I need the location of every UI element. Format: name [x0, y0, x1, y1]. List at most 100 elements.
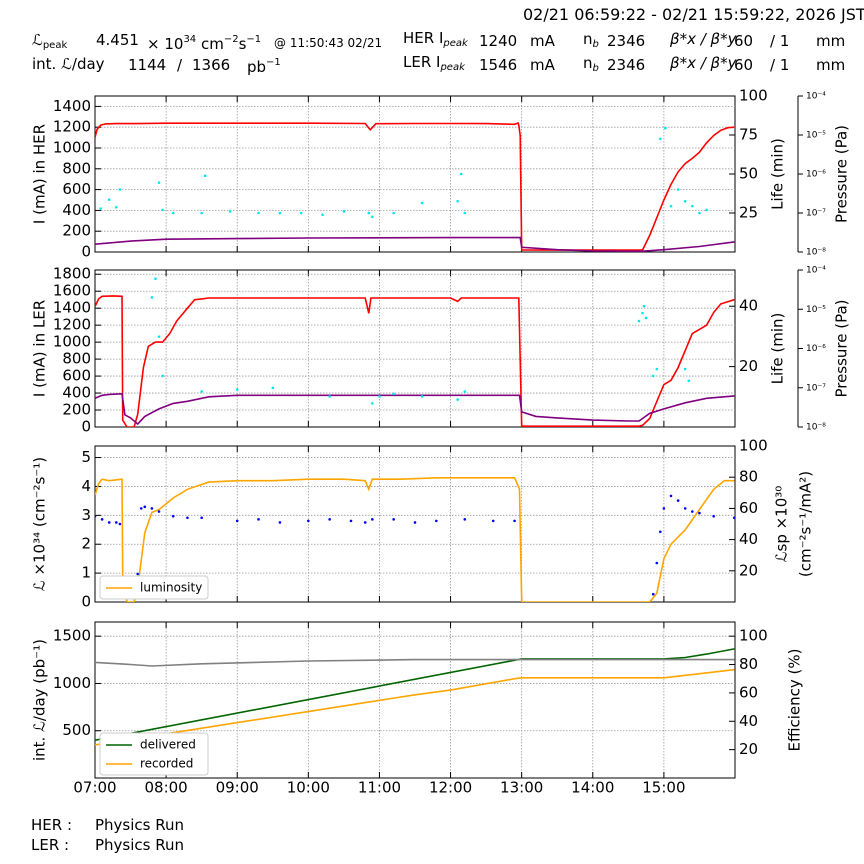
ler-ipeak-unit: mA [530, 56, 555, 74]
luminosity-specific-point [349, 519, 353, 523]
her-pressure-point [157, 181, 161, 184]
luminosity-specific-point [186, 516, 189, 520]
her-pressure-point [420, 201, 424, 205]
her-ytick-label: 1400 [53, 97, 91, 115]
her-pressure-point [203, 174, 207, 178]
integrated-xtick-label: 11:00 [358, 779, 401, 797]
her-ytick-label: 800 [62, 159, 91, 177]
integrated-ytick-right-label: 100 [739, 627, 768, 645]
her-life-label: Life (min) [769, 138, 787, 210]
luminosity-specific-point [95, 514, 97, 518]
luminosity-specific-point [413, 521, 417, 524]
her-beta-y: / 1 [770, 32, 790, 50]
her-pressure-point [698, 211, 701, 215]
her-pressure-point [683, 199, 687, 203]
integrated-legend-label: delivered [140, 738, 196, 752]
luminosity-specific-point [278, 521, 282, 524]
integrated-ytick-right-label: 60 [739, 683, 758, 701]
luminosity-specific-point [235, 519, 239, 523]
her-pressure-tick-label: 10⁻⁷ [806, 209, 826, 219]
integrated-ylabel: int. ℒ/day (pb⁻¹) [31, 639, 49, 761]
luminosity-specific-point [257, 518, 260, 521]
ler-ylabel: I (mA) in LER [31, 300, 49, 397]
luminosity-specific-point [143, 505, 147, 509]
luminosity-specific-point [136, 572, 139, 576]
ler-pressure-point [683, 367, 687, 371]
her-life-line [95, 236, 735, 252]
ler-pressure-point [641, 311, 644, 315]
ler-ytick-label: 800 [62, 350, 91, 368]
ler-beta-x: 60 [734, 56, 754, 74]
her-ipeak-value: 1240 [479, 32, 518, 50]
integrated-legend-label: recorded [140, 757, 193, 771]
ler-life-label: Life (min) [769, 313, 787, 385]
integrated-delivered-line [95, 648, 735, 741]
her-pressure-point [459, 172, 463, 176]
luminosity-specific-point [683, 507, 687, 510]
luminosity-specific-point [463, 518, 467, 521]
intl-unit: pb−1 [247, 57, 281, 76]
ler-pressure-point [157, 335, 161, 338]
ler-pressure-point [150, 296, 154, 299]
ler-pressure-point [371, 402, 374, 405]
integrated-xtick-label: 10:00 [287, 779, 330, 797]
her-ytick-right-label: 75 [739, 126, 758, 144]
luminosity-specific-point [100, 518, 104, 521]
ler-ytick-label: 600 [62, 367, 91, 385]
ler-ytick-label: 0 [81, 418, 91, 436]
luminosity-ytick-right-label: 100 [739, 437, 768, 455]
ler-ytick-right-label: 20 [739, 357, 758, 375]
her-pressure-tick-label: 10⁻⁸ [806, 248, 826, 258]
her-pressure-point [118, 188, 122, 191]
luminosity-specific-point [698, 511, 701, 515]
luminosity-specific-point [491, 519, 495, 523]
luminosity-ylabel-right-unit: (cm⁻²s⁻¹/mA²) [797, 471, 815, 577]
lpeak-value: 4.451 [96, 31, 139, 49]
ler-frame [94, 269, 736, 428]
luminosity-ytick-label: 0 [81, 593, 91, 611]
her-ylabel: I (mA) in HER [31, 124, 49, 224]
her-ytick-label: 0 [81, 243, 91, 261]
ler-nb-value: 2346 [607, 56, 646, 74]
her-pressure-tick-label: 10⁻⁶ [806, 170, 826, 180]
her-pressure-point [456, 199, 459, 203]
luminosity-ytick-right-label: 40 [739, 530, 758, 548]
her-pressure-point [228, 210, 232, 213]
ler-ytick-right-label: 40 [739, 297, 758, 315]
her-pressure-tick-label: 10⁻⁴ [806, 92, 826, 102]
integrated-xtick-label: 13:00 [500, 779, 543, 797]
luminosity-specific-point [171, 514, 175, 518]
luminosity-specific-point [513, 519, 516, 523]
her-pressure-point [664, 126, 667, 130]
ler-pressure-tick-label: 10⁻⁴ [806, 266, 826, 276]
luminosity-specific-point [307, 519, 310, 523]
her-pressure-label: Pressure (Pa) [833, 125, 851, 223]
ler-pressure-point [644, 316, 648, 320]
ler-pressure-point [378, 395, 381, 398]
ler-pressure-point [463, 390, 467, 393]
her-pressure-point [200, 211, 203, 215]
her-pressure-point [161, 208, 164, 212]
her-pressure-point [99, 207, 102, 210]
luminosity-specific-point [732, 516, 735, 520]
luminosity-specific-point [662, 507, 666, 510]
her-ytick-right-label: 25 [739, 204, 758, 222]
her-ytick-label: 400 [62, 201, 91, 219]
integrated-recorded-line [95, 668, 735, 746]
her-ytick-right-label: 100 [739, 87, 768, 105]
luminosity-ytick-right-label: 20 [739, 561, 758, 579]
luminosity-specific-point [659, 530, 662, 534]
ler-pressure-label: Pressure (Pa) [833, 299, 851, 397]
her-status-label: HER : [31, 816, 73, 834]
luminosity-specific-point [691, 510, 694, 513]
her-pressure-point [367, 211, 371, 215]
ler-pressure-point [392, 392, 395, 396]
integrated-xtick-label: 15:00 [642, 779, 685, 797]
her-pressure-point [463, 211, 467, 215]
luminosity-specific-point [118, 522, 122, 526]
ler-pressure-point [154, 277, 157, 281]
intl-delivered: 1144 [128, 56, 167, 74]
her-ytick-right-label: 50 [739, 165, 758, 183]
her-pressure-points [99, 126, 708, 219]
